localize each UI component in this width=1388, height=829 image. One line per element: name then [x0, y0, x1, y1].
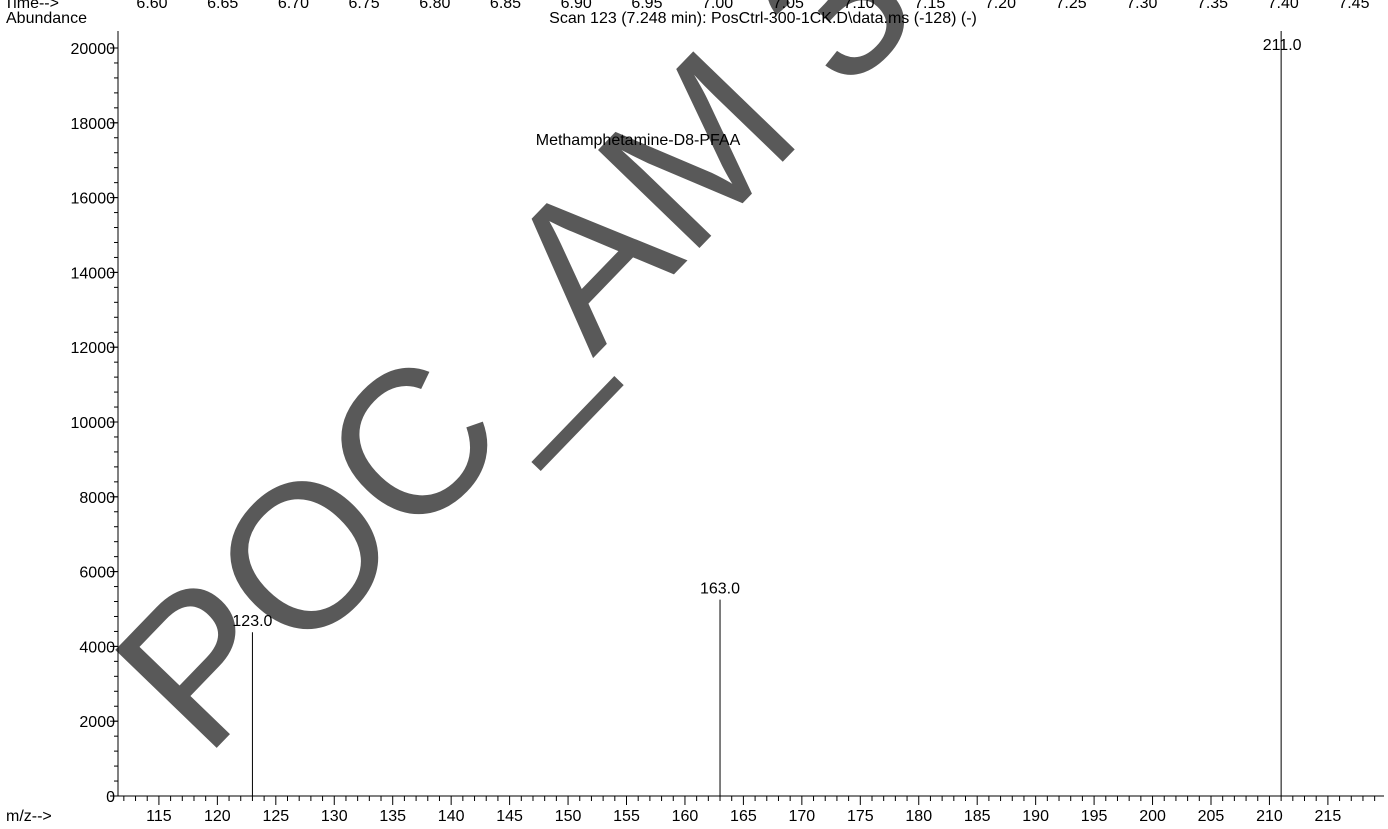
- x-tick-label: 140: [438, 808, 465, 825]
- y-tick-label: 0: [106, 789, 115, 806]
- y-tick-label: 6000: [79, 565, 115, 582]
- x-tick-label: 115: [146, 808, 172, 825]
- x-tick-label: 125: [262, 808, 289, 825]
- y-ticks: 0 2000 4000 6000 8000 10000 12000 14000 16000 180…: [71, 41, 118, 806]
- axes: 0 2000 4000 6000 8000 10000 12000 14000 16000 180…: [71, 31, 1384, 825]
- time-tick-label: 6.60: [136, 0, 167, 12]
- x-tick-label: 200: [1139, 808, 1166, 825]
- time-tick-label: 6.70: [278, 0, 309, 12]
- time-tick-label: 7.40: [1268, 0, 1299, 12]
- time-tick-label: 7.45: [1338, 0, 1369, 12]
- y-axis-title: Abundance: [6, 10, 87, 27]
- time-tick-label: 7.00: [702, 0, 733, 12]
- x-tick-label: 190: [1022, 808, 1049, 825]
- time-tick-label: 7.30: [1126, 0, 1157, 12]
- y-tick-label: 2000: [79, 714, 115, 731]
- time-tick-label: 6.85: [490, 0, 521, 12]
- y-tick-label: 8000: [79, 490, 115, 507]
- x-tick-label: 160: [672, 808, 699, 825]
- x-tick-label: 150: [555, 808, 582, 825]
- x-tick-label: 145: [496, 808, 523, 825]
- time-tick-label: 7.05: [773, 0, 804, 12]
- x-tick-label: 155: [613, 808, 640, 825]
- compound-annotation: Methamphetamine-D8-PFAA: [536, 132, 741, 149]
- x-axis-title: m/z-->: [6, 808, 52, 825]
- chart-title: Scan 123 (7.248 min): PosCtrl-300-1CK.D\…: [549, 10, 977, 27]
- x-tick-label: 165: [730, 808, 757, 825]
- x-tick-label: 170: [788, 808, 815, 825]
- time-tick-label: 6.90: [561, 0, 592, 12]
- time-strip: Time--> 6.60 6.65 6.70 6.75 6.80 6.85 6.90 6.95…: [4, 0, 1370, 12]
- time-tick-label: 6.95: [631, 0, 662, 12]
- y-tick-label: 4000: [79, 639, 115, 656]
- x-ticks: 115 120 125 130 135 140 145 150 155 160 165 170 175 1…: [123, 796, 1376, 825]
- y-tick-label: 18000: [71, 116, 116, 133]
- time-tick-label: 7.15: [914, 0, 945, 12]
- y-tick-label: 20000: [71, 41, 116, 58]
- x-tick-label: 130: [321, 808, 348, 825]
- time-tick-label: 6.75: [349, 0, 380, 12]
- peak-label: 123.0: [232, 613, 272, 630]
- time-tick-label: 7.10: [843, 0, 874, 12]
- x-tick-label: 175: [847, 808, 874, 825]
- x-tick-label: 120: [204, 808, 231, 825]
- time-axis-label: Time-->: [4, 0, 59, 12]
- x-tick-label: 135: [379, 808, 406, 825]
- x-tick-label: 195: [1081, 808, 1108, 825]
- y-tick-label: 14000: [71, 265, 116, 282]
- time-tick-label: 6.65: [207, 0, 238, 12]
- peak-label: 211.0: [1263, 37, 1302, 54]
- time-tick-label: 7.35: [1197, 0, 1228, 12]
- time-tick-label: 7.20: [985, 0, 1016, 12]
- x-tick-label: 185: [964, 808, 991, 825]
- time-tick-label: 7.25: [1056, 0, 1087, 12]
- time-tick-label: 6.80: [419, 0, 450, 12]
- y-tick-label: 12000: [71, 340, 116, 357]
- peaks: 123.0 163.0 211.0: [232, 31, 1302, 796]
- y-tick-label: 16000: [71, 191, 116, 208]
- x-tick-label: 210: [1256, 808, 1283, 825]
- y-tick-label: 10000: [71, 415, 116, 432]
- x-tick-label: 180: [905, 808, 932, 825]
- x-tick-label: 215: [1315, 808, 1342, 825]
- peak-label: 163.0: [700, 581, 740, 598]
- x-tick-label: 205: [1198, 808, 1225, 825]
